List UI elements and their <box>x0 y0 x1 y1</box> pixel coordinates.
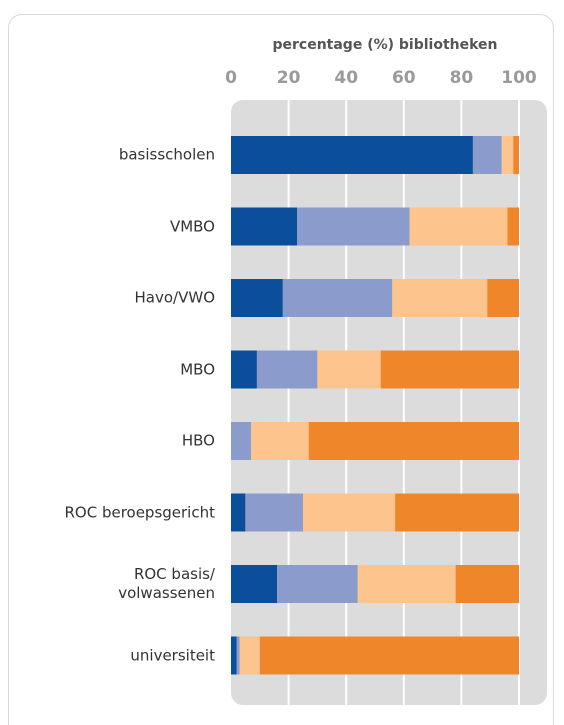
bar-segment <box>239 636 260 675</box>
category-label: universiteit <box>130 646 215 664</box>
x-tick-label: 0 <box>225 68 237 88</box>
card <box>8 14 554 725</box>
bar-segment <box>297 207 410 246</box>
bar-segment <box>487 279 519 317</box>
bar-segment <box>259 636 519 675</box>
plot-panel <box>231 100 547 705</box>
bar-segment <box>236 636 240 675</box>
bar-segment <box>251 422 309 460</box>
category-label: VMBO <box>169 217 215 235</box>
x-tick-label: 60 <box>392 68 416 88</box>
bar-segment <box>317 350 381 389</box>
category-label: MBO <box>180 360 215 378</box>
bar-segment <box>231 136 473 174</box>
bar-segment <box>231 422 252 460</box>
bar-segment <box>231 493 246 532</box>
x-tick-label: 80 <box>450 68 474 88</box>
x-tick-label: 20 <box>277 68 301 88</box>
bar-segment <box>380 350 519 389</box>
bar-segment <box>472 136 502 174</box>
bar-segment <box>231 279 283 317</box>
bar-segment <box>231 565 278 603</box>
bar-segment <box>507 207 519 246</box>
bar-segment <box>392 279 488 317</box>
bar-segment <box>303 493 396 532</box>
bar-segment <box>282 279 393 317</box>
bar-segment <box>357 565 456 603</box>
bar-segment <box>231 350 257 389</box>
category-label: HBO <box>181 431 215 450</box>
bar-segment <box>513 136 519 174</box>
category-label: basisscholen <box>118 145 215 164</box>
bar-segment <box>256 350 318 389</box>
bar-segment <box>409 207 508 246</box>
chart-title: percentage (%) bibliotheken <box>272 37 497 53</box>
bar-segment <box>231 636 237 675</box>
x-tick-label: 100 <box>501 68 537 88</box>
bar-segment <box>501 136 514 174</box>
category-label: Havo/VWO <box>134 288 215 307</box>
category-label: ROC beroepsgericht <box>64 503 215 521</box>
bar-segment <box>277 565 358 603</box>
category-label: ROC basis/ volwassenen <box>118 565 215 602</box>
bar-segment <box>231 207 298 246</box>
bar-segment <box>395 493 519 532</box>
bar-segment <box>245 493 303 532</box>
bar-segment <box>308 422 519 460</box>
bar-segment <box>455 565 519 603</box>
x-tick-label: 40 <box>334 68 358 88</box>
